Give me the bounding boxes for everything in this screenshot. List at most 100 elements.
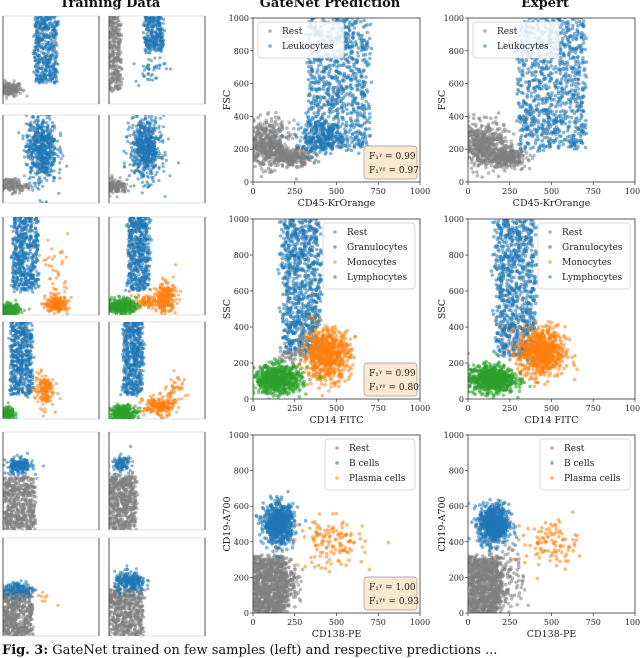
scatter-point xyxy=(70,296,73,299)
scatter-point xyxy=(6,315,9,318)
scatter-point xyxy=(169,304,172,307)
scatter-point xyxy=(44,144,47,147)
scatter-point xyxy=(137,122,140,125)
scatter-point xyxy=(35,24,38,27)
scatter-point xyxy=(174,263,177,266)
scatter-point xyxy=(41,38,44,41)
scatter-point xyxy=(14,191,17,194)
scatter-point xyxy=(133,218,136,221)
scatter-point xyxy=(25,186,28,189)
scatter-point xyxy=(29,110,32,113)
scatter-point xyxy=(20,247,23,250)
scatter-point xyxy=(113,57,116,60)
scatter-point xyxy=(50,34,53,37)
scatter-point xyxy=(44,21,47,24)
scatter-point xyxy=(25,232,28,235)
scatter-point xyxy=(146,268,149,271)
scatter-point xyxy=(171,298,174,301)
scatter-point xyxy=(149,11,152,14)
scatter-point xyxy=(104,194,107,197)
scatter-point xyxy=(20,278,23,281)
scatter-point xyxy=(143,162,146,165)
scatter-point xyxy=(143,118,146,121)
scatter-point xyxy=(152,36,155,39)
scatter-point xyxy=(37,45,40,48)
scatter-point xyxy=(152,166,155,169)
scatter-point xyxy=(157,47,160,50)
scatter-point xyxy=(55,10,58,13)
scatter-point xyxy=(111,179,114,182)
scatter-point xyxy=(160,27,163,30)
scatter-point xyxy=(17,131,20,134)
scatter-point xyxy=(28,308,31,311)
scatter-point xyxy=(154,307,157,310)
scatter-point xyxy=(133,251,136,254)
scatter-point xyxy=(7,316,10,319)
scatter-point xyxy=(111,73,114,76)
scatter-point xyxy=(131,243,134,246)
scatter-point xyxy=(53,176,56,179)
scatter-point xyxy=(168,315,171,318)
scatter-point xyxy=(6,92,9,95)
scatter-point xyxy=(23,309,26,312)
scatter-point xyxy=(53,124,56,127)
scatter-point xyxy=(13,290,16,293)
scatter-point xyxy=(55,306,58,309)
scatter-point xyxy=(35,261,38,264)
scatter-point xyxy=(27,210,30,213)
scatter-point xyxy=(32,138,35,141)
scatter-point xyxy=(131,214,134,217)
scatter-point xyxy=(153,57,156,60)
scatter-point xyxy=(53,11,56,14)
scatter-point xyxy=(146,182,149,185)
scatter-point xyxy=(35,156,38,159)
scatter-point xyxy=(33,182,36,185)
scatter-point xyxy=(150,11,153,14)
scatter-point xyxy=(0,309,1,312)
scatter-point xyxy=(130,229,133,232)
scatter-point xyxy=(167,286,170,289)
scatter-point xyxy=(35,77,38,80)
scatter-point xyxy=(115,37,118,40)
scatter-point xyxy=(26,214,29,217)
scatter-point xyxy=(143,296,146,299)
scatter-point xyxy=(16,288,19,291)
scatter-point xyxy=(35,110,38,113)
scatter-point xyxy=(29,236,32,239)
scatter-point xyxy=(137,163,140,166)
scatter-point xyxy=(163,313,166,316)
scatter-point xyxy=(29,266,32,269)
scatter-point xyxy=(130,294,133,297)
scatter-point xyxy=(127,210,130,213)
scatter-point xyxy=(29,224,32,227)
scatter-point xyxy=(154,11,157,14)
scatter-point xyxy=(111,21,114,24)
scatter-point xyxy=(131,126,134,129)
scatter-point xyxy=(136,223,139,226)
scatter-point xyxy=(35,123,38,126)
scatter-point xyxy=(104,194,107,197)
scatter-point xyxy=(19,242,22,245)
scatter-point xyxy=(44,172,47,175)
scatter-point xyxy=(157,156,160,159)
scatter-point xyxy=(138,230,141,233)
scatter-point xyxy=(113,10,116,13)
scatter-point xyxy=(46,239,49,242)
scatter-point xyxy=(135,212,138,215)
scatter-point xyxy=(53,40,56,43)
scatter-point xyxy=(149,16,152,19)
scatter-point xyxy=(42,112,45,115)
scatter-point xyxy=(148,37,151,40)
scatter-point xyxy=(120,67,123,70)
scatter-point xyxy=(142,213,145,216)
scatter-point xyxy=(15,247,18,250)
scatter-point xyxy=(134,222,137,225)
scatter-point xyxy=(130,238,133,241)
scatter-point xyxy=(147,305,150,308)
scatter-point xyxy=(58,161,61,164)
scatter-point xyxy=(48,61,51,64)
scatter-point xyxy=(155,10,158,13)
scatter-point xyxy=(23,283,26,286)
scatter-point xyxy=(22,213,25,216)
scatter-point xyxy=(14,273,17,276)
